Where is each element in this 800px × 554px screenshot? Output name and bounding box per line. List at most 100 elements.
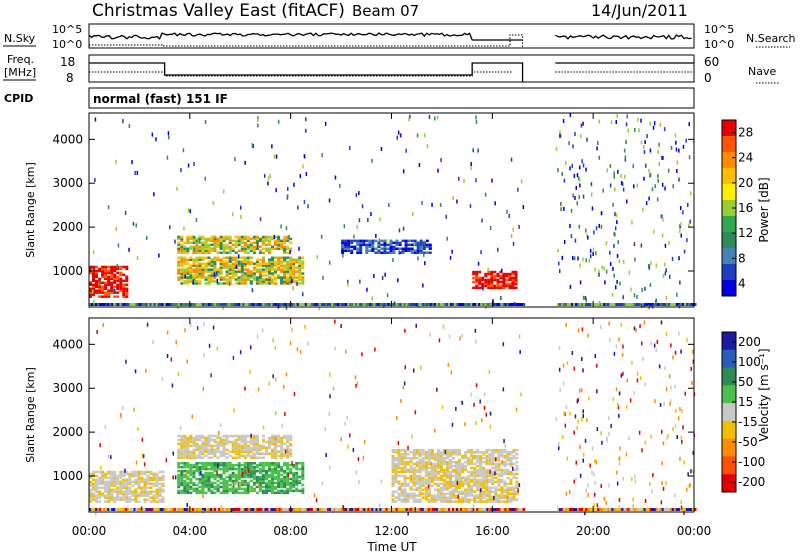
data-cell [228,487,232,491]
data-cell [246,258,250,261]
data-cell [452,500,455,503]
data-cell [467,449,471,452]
data-cell [225,485,229,489]
data-cell [426,144,429,149]
data-cell [165,508,169,511]
data-cell [256,244,259,249]
data-cell [110,494,114,497]
data-cell [395,241,399,245]
data-cell [282,508,286,511]
data-cell [186,270,190,273]
data-cell [458,449,461,452]
data-cell [412,494,416,497]
data-cell [482,466,486,470]
data-cell [473,490,477,493]
data-cell [518,224,520,229]
data-cell [225,483,229,487]
data-cell [180,276,184,279]
data-cell [455,478,458,482]
data-cell [485,478,489,482]
data-cell [475,421,477,425]
data-cell [500,454,504,458]
data-cell [213,264,217,267]
data-cell [158,490,162,493]
data-cell [274,508,277,511]
data-cell [207,477,211,481]
data-cell [105,303,108,306]
data-cell [225,272,229,275]
data-cell [584,438,587,443]
data-cell [280,473,284,477]
data-cell [506,494,510,497]
data-cell [506,209,508,214]
data-cell [485,492,489,495]
data-cell [445,468,449,472]
data-cell [406,460,410,464]
data-cell [192,438,196,442]
data-cell [608,483,610,488]
data-cell [612,397,615,402]
data-cell [508,286,512,290]
data-cell [240,268,244,271]
data-cell [419,249,423,252]
data-cell [274,241,277,245]
data-cell [195,251,199,254]
data-cell [134,488,138,491]
data-cell [415,474,419,478]
data-cell [464,494,468,497]
data-cell [458,466,461,470]
data-cell [274,454,277,457]
data-cell [476,470,480,474]
data-cell [622,295,624,300]
data-cell [452,456,455,460]
data-cell [519,350,521,354]
data-cell [113,281,117,284]
data-cell [222,485,226,489]
data-cell [595,363,598,368]
data-cell [122,492,126,495]
colorbar-swatch [722,332,736,351]
data-cell [418,454,422,458]
data-cell [646,134,648,139]
data-cell [204,477,208,481]
data-cell [104,472,108,476]
data-cell [274,462,277,465]
data-cell [473,468,477,472]
data-cell [225,266,229,269]
data-cell [470,451,474,454]
data-cell [119,289,123,292]
data-cell [89,494,92,497]
data-cell [234,256,238,259]
data-cell [198,258,202,261]
data-cell [274,485,277,489]
data-cell [237,473,241,477]
data-cell [479,454,483,458]
data-cell [503,462,507,466]
data-cell [383,247,387,250]
data-cell [641,303,645,306]
data-cell [499,286,503,290]
data-cell [387,508,390,511]
data-cell [314,508,318,511]
data-cell [418,484,422,488]
data-cell [243,462,247,465]
data-cell [213,465,217,469]
data-cell [357,457,360,462]
data-cell [149,508,152,511]
data-cell [292,258,296,261]
data-cell [208,303,211,306]
data-cell [415,480,419,484]
data-cell [283,280,287,283]
data-cell [497,500,501,503]
data-cell [207,452,211,455]
data-cell [371,296,373,301]
data-cell [433,458,437,462]
data-cell [479,486,483,489]
data-cell [116,496,120,499]
data-cell [478,270,482,274]
data-cell [391,470,395,474]
data-cell [334,175,337,180]
data-cell [488,458,492,462]
data-cell [137,482,141,486]
